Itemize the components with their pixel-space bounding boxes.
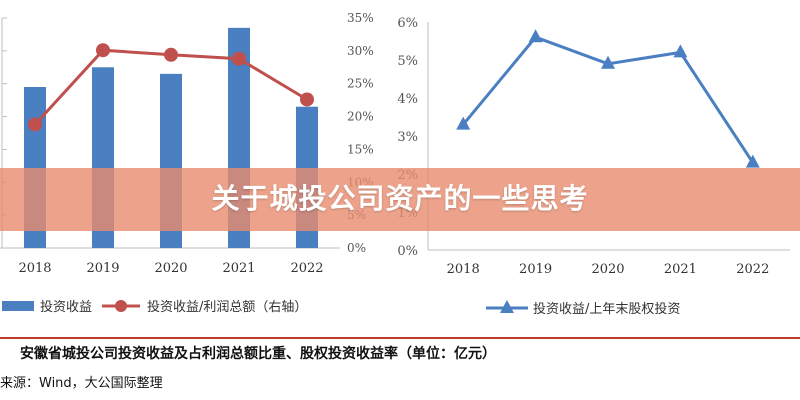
right-axis-tick-label: 25% — [347, 77, 374, 91]
right-chart: 0%1%2%3%4%5%6%20182019202020212022投资收益/上… — [397, 16, 790, 317]
ratio-point-2018 — [28, 117, 42, 132]
right-chart-y-tick-label: 0% — [397, 244, 418, 259]
caption-divider — [0, 337, 800, 339]
right-chart-y-tick-label: 6% — [397, 16, 418, 31]
left-x-tick-label: 2020 — [154, 261, 187, 276]
right-chart-x-tick-label: 2018 — [447, 262, 480, 277]
left-x-tick-label: 2019 — [86, 261, 119, 276]
equity-return-point-2020 — [601, 55, 615, 69]
left-chart: 201820192020202120220%5%10%15%20%25%30%3… — [0, 11, 374, 315]
ratio-point-2020 — [164, 47, 178, 62]
equity-return-point-2021 — [673, 44, 688, 58]
right-axis-tick-label: 20% — [347, 110, 374, 124]
left-x-tick-label: 2022 — [290, 261, 323, 276]
figure-caption: 安徽省城投公司投资收益及占利润总额比重、股权投资收益率（单位：亿元） — [20, 346, 496, 362]
legend-line-marker — [115, 300, 127, 312]
ratio-point-2022 — [300, 92, 314, 107]
right-chart-x-tick-label: 2022 — [736, 262, 769, 277]
legend-bar-label: 投资收益 — [40, 299, 92, 315]
banner-title: 关于城投公司资产的一些思考 — [211, 182, 589, 215]
right-chart-y-tick-label: 3% — [397, 130, 418, 145]
source-note: 来源：Wind，大公国际整理 — [0, 376, 163, 391]
equity-return-point-2022 — [745, 154, 760, 168]
ratio-point-2019 — [96, 43, 110, 58]
right-legend-label: 投资收益/上年末股权投资 — [533, 301, 680, 317]
right-axis-tick-label: 30% — [347, 44, 374, 58]
equity-return-point-2018 — [456, 116, 471, 130]
right-chart-x-tick-label: 2020 — [591, 262, 624, 277]
legend-line-label: 投资收益/利润总额（右轴） — [147, 299, 307, 315]
legend-bar-swatch — [2, 301, 34, 311]
right-chart-y-tick-label: 4% — [397, 92, 418, 107]
ratio-point-2021 — [232, 51, 246, 66]
right-chart-x-tick-label: 2021 — [664, 262, 697, 277]
left-x-tick-label: 2018 — [18, 261, 51, 276]
right-legend-marker — [500, 300, 514, 313]
right-chart-y-tick-label: 5% — [397, 54, 418, 69]
left-x-tick-label: 2021 — [222, 261, 255, 276]
equity-return-point-2019 — [528, 29, 543, 43]
right-axis-tick-label: 0% — [347, 241, 366, 255]
right-chart-x-tick-label: 2019 — [519, 262, 552, 277]
right-axis-tick-label: 35% — [347, 11, 374, 25]
title-banner — [0, 168, 800, 231]
right-axis-tick-label: 15% — [347, 142, 374, 156]
